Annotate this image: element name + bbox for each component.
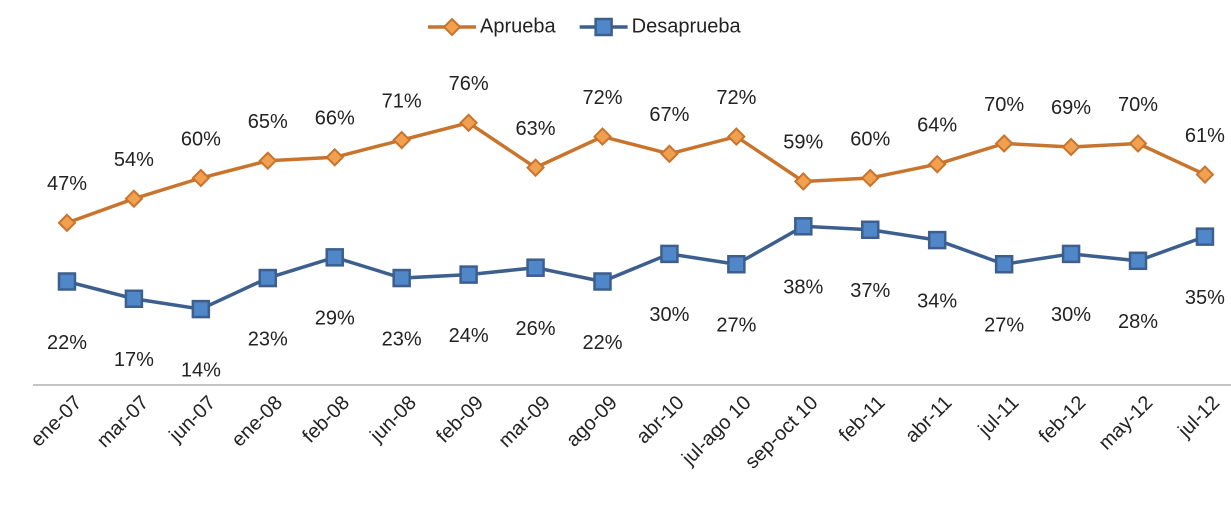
data-label: 14% bbox=[181, 359, 221, 381]
legend-item: Desaprueba bbox=[579, 15, 742, 37]
marker bbox=[325, 248, 344, 267]
data-label: 22% bbox=[47, 332, 87, 354]
marker bbox=[526, 258, 545, 277]
marker bbox=[325, 147, 345, 167]
marker bbox=[794, 217, 813, 236]
x-tick-label: jun-08 bbox=[365, 392, 421, 448]
series-line bbox=[66, 120, 1206, 225]
marker bbox=[258, 268, 278, 288]
x-tick-label: mar-07 bbox=[93, 392, 153, 452]
data-label: 72% bbox=[716, 87, 756, 109]
marker bbox=[191, 299, 211, 319]
data-label: 38% bbox=[783, 277, 823, 299]
legend-label: Desaprueba bbox=[632, 15, 742, 37]
marker bbox=[1061, 137, 1081, 157]
x-tick-label: may-12 bbox=[1095, 392, 1158, 455]
data-label: 24% bbox=[449, 325, 489, 347]
data-label: 26% bbox=[516, 318, 556, 340]
marker bbox=[392, 268, 411, 288]
marker bbox=[57, 272, 77, 291]
x-tick-label: mar-09 bbox=[494, 392, 554, 452]
data-label: 70% bbox=[1118, 94, 1158, 116]
legend-label: Aprueba bbox=[480, 15, 556, 37]
x-tick-label: jul-11 bbox=[974, 392, 1024, 442]
data-label: 76% bbox=[449, 73, 489, 95]
x-tick-label: sep-oct 10 bbox=[741, 392, 823, 474]
x-tick-label: jul-12 bbox=[1173, 392, 1224, 443]
marker bbox=[927, 230, 947, 250]
data-label: 34% bbox=[917, 290, 957, 312]
data-label: 72% bbox=[582, 87, 622, 109]
marker bbox=[258, 151, 278, 171]
marker bbox=[593, 127, 612, 147]
data-label: 60% bbox=[181, 128, 221, 150]
marker bbox=[1128, 251, 1148, 271]
x-tick-label: jun-07 bbox=[165, 392, 221, 448]
marker bbox=[593, 272, 612, 291]
marker bbox=[459, 265, 478, 284]
x-tick-label: abr-10 bbox=[632, 392, 688, 448]
data-label: 30% bbox=[1051, 304, 1091, 326]
x-tick-label: feb-11 bbox=[835, 392, 890, 447]
x-tick-label: abr-11 bbox=[901, 392, 956, 447]
data-label: 65% bbox=[248, 111, 288, 133]
legend-marker bbox=[442, 17, 462, 37]
x-tick-label: ene-08 bbox=[227, 392, 287, 452]
marker bbox=[459, 113, 479, 133]
x-tick-label: feb-09 bbox=[432, 392, 488, 448]
marker bbox=[124, 289, 144, 308]
marker bbox=[57, 213, 77, 233]
data-label: 29% bbox=[315, 308, 355, 330]
marker bbox=[526, 158, 545, 178]
marker bbox=[124, 189, 144, 209]
data-label: 70% bbox=[984, 94, 1024, 116]
marker bbox=[994, 134, 1014, 153]
marker bbox=[1195, 227, 1215, 246]
data-label: 69% bbox=[1051, 97, 1091, 119]
data-label: 28% bbox=[1118, 311, 1158, 333]
marker bbox=[994, 255, 1014, 274]
marker bbox=[1195, 165, 1215, 184]
data-label: 23% bbox=[248, 328, 288, 350]
marker bbox=[660, 244, 679, 264]
data-label: 47% bbox=[47, 173, 87, 195]
marker bbox=[392, 130, 412, 150]
data-label: 30% bbox=[649, 304, 689, 326]
marker bbox=[726, 127, 746, 147]
marker bbox=[191, 168, 211, 188]
x-tick-label: ago-09 bbox=[562, 392, 622, 452]
marker bbox=[793, 172, 813, 191]
x-tick-label: feb-08 bbox=[298, 392, 354, 448]
marker bbox=[860, 168, 880, 188]
x-tick-label: ene-07 bbox=[27, 392, 87, 452]
data-label: 67% bbox=[649, 104, 689, 126]
data-label: 27% bbox=[716, 315, 756, 337]
series-line bbox=[66, 224, 1206, 311]
data-label: 63% bbox=[516, 118, 556, 140]
x-tick-label: feb-12 bbox=[1035, 392, 1091, 448]
data-label: 64% bbox=[917, 114, 957, 136]
data-label: 17% bbox=[114, 349, 154, 371]
data-label: 27% bbox=[984, 315, 1024, 337]
data-label: 54% bbox=[114, 149, 154, 171]
data-label: 23% bbox=[382, 328, 422, 350]
legend-marker bbox=[594, 17, 613, 37]
marker bbox=[927, 154, 947, 174]
data-label: 66% bbox=[315, 108, 355, 130]
data-label: 60% bbox=[850, 128, 890, 150]
data-label: 35% bbox=[1185, 287, 1225, 309]
marker bbox=[1128, 134, 1148, 153]
marker bbox=[861, 220, 880, 239]
data-label: 22% bbox=[582, 332, 622, 354]
data-label: 59% bbox=[783, 132, 823, 154]
data-label: 37% bbox=[850, 280, 890, 302]
marker bbox=[1061, 244, 1081, 264]
data-label: 61% bbox=[1185, 125, 1225, 147]
legend-item: Aprueba bbox=[428, 15, 556, 37]
data-label: 71% bbox=[382, 90, 422, 112]
marker bbox=[727, 255, 746, 274]
marker bbox=[660, 144, 679, 164]
